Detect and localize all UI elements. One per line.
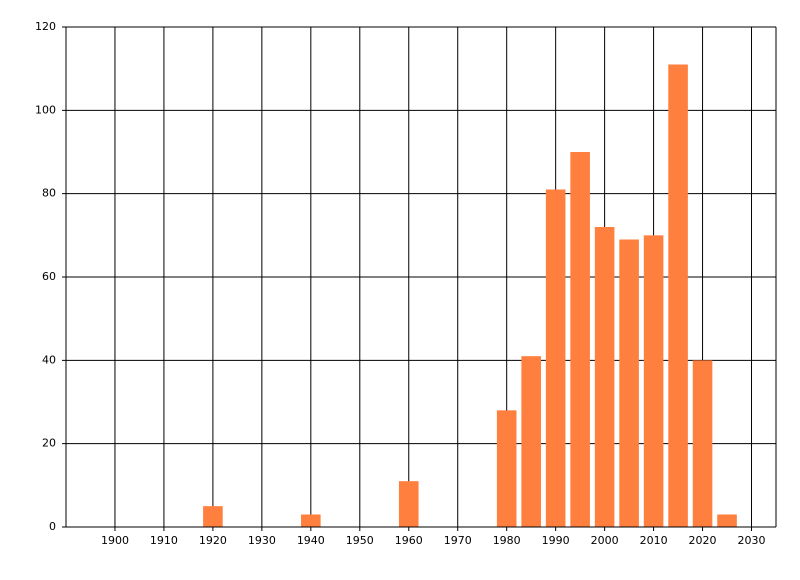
bar xyxy=(545,189,566,527)
bar xyxy=(496,410,517,527)
y-tick-label: 40 xyxy=(42,353,56,366)
x-tick-label: 1930 xyxy=(248,534,276,547)
y-tick-label: 60 xyxy=(42,270,56,283)
x-tick-label: 1910 xyxy=(150,534,178,547)
bar xyxy=(668,64,688,527)
bar xyxy=(203,506,223,527)
x-tick-label: 2020 xyxy=(689,534,717,547)
y-tick-label: 100 xyxy=(35,103,56,116)
bar xyxy=(398,481,419,527)
x-tick-label: 1920 xyxy=(199,534,227,547)
x-tick-label: 1970 xyxy=(444,534,472,547)
x-tick-label: 2030 xyxy=(738,534,766,547)
y-tick-label: 0 xyxy=(49,520,56,533)
x-tick-label: 1990 xyxy=(542,534,570,547)
bar xyxy=(594,227,615,527)
bar xyxy=(692,360,713,527)
bar xyxy=(570,152,590,527)
x-tick-label: 1940 xyxy=(297,534,325,547)
x-tick-label: 1900 xyxy=(101,534,129,547)
bar xyxy=(717,514,737,527)
y-tick-label: 120 xyxy=(35,20,56,33)
bar xyxy=(301,514,321,527)
x-tick-label: 1960 xyxy=(395,534,423,547)
bar xyxy=(643,235,664,528)
bar xyxy=(619,239,639,527)
x-tick-label: 2010 xyxy=(640,534,668,547)
y-tick-label: 20 xyxy=(42,437,56,450)
bar xyxy=(521,356,541,527)
x-tick-label: 1980 xyxy=(493,534,521,547)
x-tick-label: 2000 xyxy=(591,534,619,547)
y-tick-label: 80 xyxy=(42,187,56,200)
x-tick-label: 1950 xyxy=(346,534,374,547)
